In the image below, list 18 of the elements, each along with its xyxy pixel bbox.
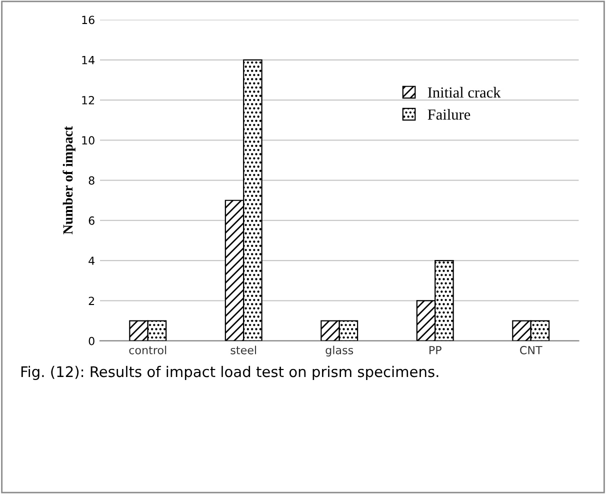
y-tick-label: 10 bbox=[82, 136, 94, 145]
x-tick-label: control bbox=[129, 346, 166, 354]
y-tick-label: 2 bbox=[88, 296, 94, 305]
legend-label: Initial crack bbox=[428, 86, 501, 98]
y-tick-label: 14 bbox=[82, 56, 95, 64]
y-axis-title: Number of impact bbox=[62, 126, 76, 234]
x-tick-label: steel bbox=[230, 346, 256, 354]
text: Fig. (12): Results of impact load test on prism specimens. bbox=[21, 366, 438, 380]
y-tick-label: 12 bbox=[82, 96, 94, 104]
y-tick-label: 4 bbox=[88, 256, 95, 265]
y-tick-label: 16 bbox=[82, 16, 94, 24]
y-tick-label: 8 bbox=[88, 176, 94, 185]
x-tick-label: glass bbox=[326, 346, 354, 356]
legend-label: Failure bbox=[428, 108, 470, 120]
x-tick-label: CNT bbox=[520, 346, 542, 354]
y-tick-label: 0 bbox=[88, 336, 94, 346]
y-tick-label: 6 bbox=[88, 216, 94, 225]
x-tick-label: PP bbox=[430, 346, 442, 354]
